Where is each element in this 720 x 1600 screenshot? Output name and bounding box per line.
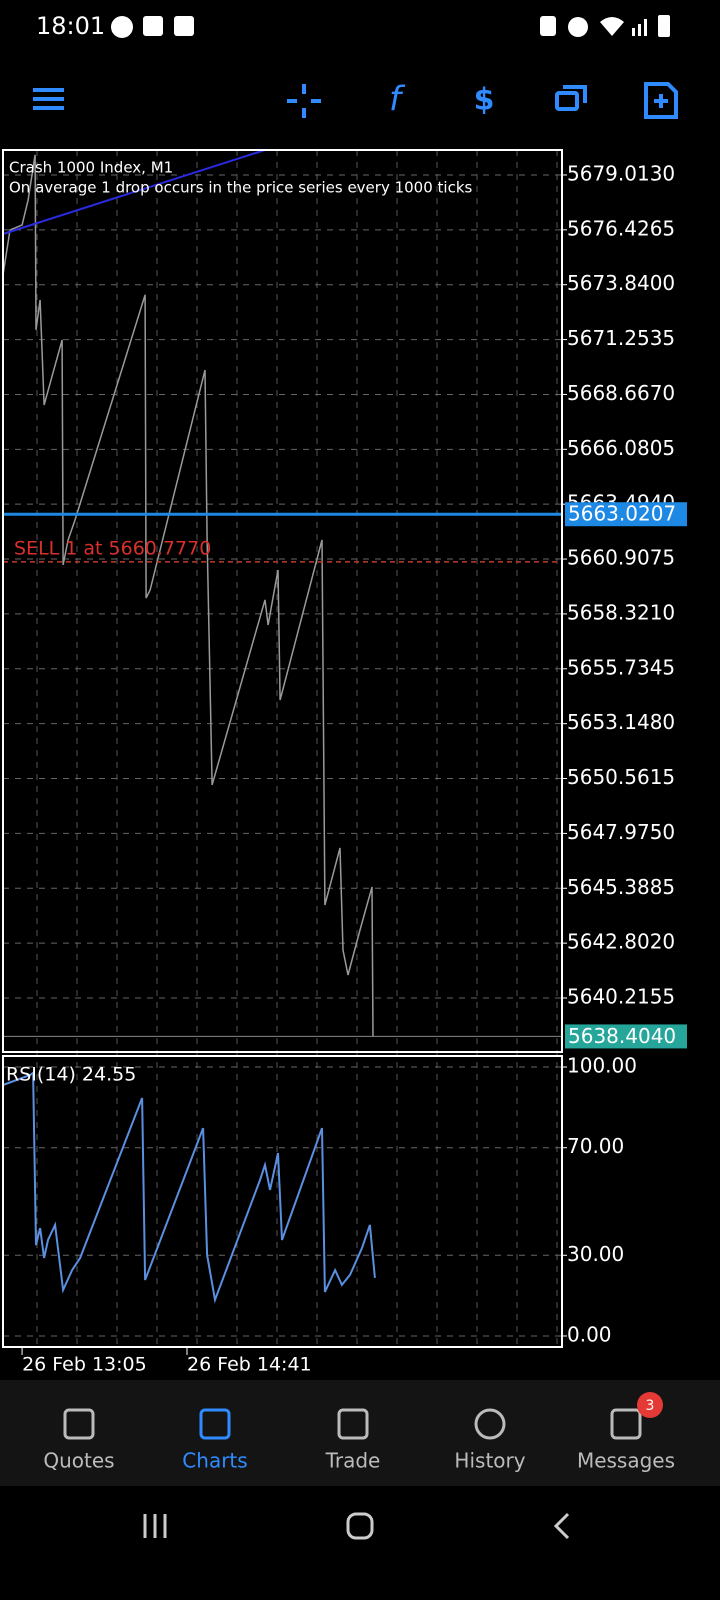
status-time: 18:01: [36, 12, 105, 40]
nav-label: Charts: [182, 1449, 247, 1473]
chart-subtitle: On average 1 drop occurs in the price se…: [9, 179, 473, 197]
nav-item[interactable]: History: [454, 1408, 526, 1473]
panel-frame: [2, 149, 563, 1053]
menu-button[interactable]: [33, 88, 64, 110]
x-tick-label: 26 Feb 13:05: [22, 1354, 147, 1376]
windows-button[interactable]: [555, 85, 587, 111]
series-line: [2, 154, 374, 1037]
y-tick-label: 5666.0805: [567, 436, 675, 460]
nav-item[interactable]: Charts: [182, 1408, 248, 1473]
nav-label: History: [454, 1449, 525, 1473]
y-tick-label: 5658.3210: [567, 600, 675, 624]
system-buttons: [143, 1512, 570, 1540]
chart-area: 5679.0130 5676.4265 5673.8400 5671.2535 5668…: [2, 149, 687, 1376]
y-tick-label: 5668.6670: [567, 381, 675, 405]
y-tick-label: 5673.8400: [567, 271, 675, 295]
x-tick-label: 26 Feb 14:41: [187, 1354, 312, 1376]
badge: [637, 1392, 663, 1418]
nav-item[interactable]: Messages: [577, 1408, 675, 1473]
system-nav: [0, 1486, 720, 1600]
indicator-title: RSI(14) 24.55: [6, 1064, 136, 1086]
panel-frame: [2, 1055, 563, 1348]
y-tick-label: 5679.0130: [567, 161, 675, 185]
y-tick-label: 5660.9075: [567, 546, 675, 570]
last-label-box: [565, 1024, 687, 1049]
last-label: 5638.4040: [568, 1024, 676, 1048]
recents-button[interactable]: [143, 1514, 167, 1538]
trend-line: [2, 149, 266, 235]
nav-icon: [474, 1408, 506, 1440]
nav-icon: [199, 1408, 231, 1440]
y-tick-label: 100.00: [567, 1054, 637, 1078]
y-tick-label: 5647.9750: [567, 820, 675, 844]
back-button[interactable]: [553, 1512, 570, 1540]
y-tick-label: 5650.5615: [567, 765, 675, 789]
y-tick-label: 5676.4265: [567, 216, 675, 240]
bid-label: 5663.0207: [568, 502, 676, 526]
y-tick-label: 5653.1480: [567, 710, 675, 734]
series-line: [2, 1070, 376, 1304]
y-tick-label: 5671.2535: [567, 326, 675, 350]
nav-label: Quotes: [43, 1449, 114, 1473]
sell-order-label: SELL 1 at 5660.7770: [14, 537, 211, 559]
nav-item[interactable]: Quotes: [43, 1408, 115, 1473]
bid-label-box: [565, 502, 687, 527]
nav-icon: [610, 1408, 642, 1440]
bottom-nav: [0, 1380, 720, 1486]
y-tick-label: 30.00: [567, 1242, 624, 1266]
nav-items: Quotes Charts Trade History Messages 3: [43, 1392, 675, 1473]
y-tick-label: 5642.8020: [567, 930, 675, 954]
trade-button[interactable]: $: [474, 83, 495, 118]
chart-title: Crash 1000 Index, M1: [9, 159, 173, 177]
badge-count: 3: [646, 1398, 655, 1414]
y-tick-label: 5655.7345: [567, 655, 675, 679]
nav-label: Messages: [577, 1449, 675, 1473]
nav-icon: [337, 1408, 369, 1440]
nav-icon: [63, 1408, 95, 1440]
new-order-button[interactable]: [644, 82, 678, 119]
y-tick-label: 5645.3885: [567, 875, 675, 899]
y-tick-label: 70.00: [567, 1134, 624, 1158]
home-button[interactable]: [346, 1512, 374, 1540]
y-tick-label: 5640.2155: [567, 985, 675, 1009]
nav-item[interactable]: Trade: [325, 1408, 381, 1473]
status-icons: [111, 15, 670, 38]
nav-label: Trade: [325, 1449, 381, 1473]
y-tick-label: 0.00: [567, 1322, 612, 1346]
crosshair-button[interactable]: [287, 84, 321, 118]
